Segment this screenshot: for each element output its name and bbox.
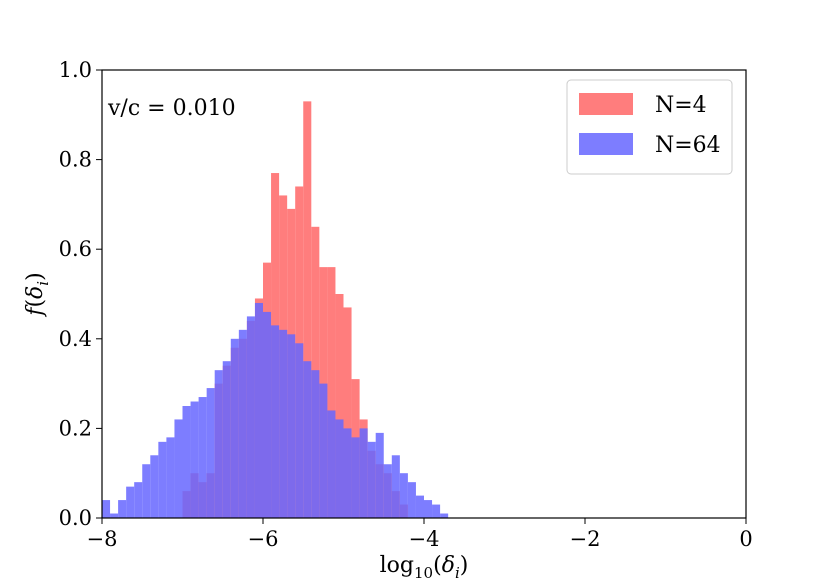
legend-label: N=4	[655, 93, 707, 118]
y-tick-label: 0.8	[59, 148, 92, 172]
histogram-bar	[432, 504, 441, 518]
histogram-bar	[424, 500, 433, 518]
histogram-bar	[254, 302, 263, 518]
histogram-bar	[110, 513, 119, 518]
histogram-bar	[303, 101, 312, 519]
x-tick-label: −6	[248, 527, 279, 551]
x-tick-label: 0	[739, 527, 752, 551]
histogram-bar	[295, 343, 304, 518]
histogram-bar	[246, 316, 255, 518]
x-tick-label: −8	[87, 527, 118, 551]
histogram-bar	[343, 307, 352, 518]
histogram-bar	[118, 500, 127, 518]
histogram-bar	[311, 370, 320, 518]
legend-swatch	[579, 93, 633, 115]
legend-swatch	[579, 133, 633, 155]
y-tick-label: 1.0	[59, 58, 92, 82]
x-tick-label: −4	[409, 527, 440, 551]
histogram-bar	[158, 441, 167, 518]
velocity-annotation: v/c = 0.010	[107, 96, 236, 121]
histogram-bar	[399, 473, 408, 518]
histogram-bar	[198, 397, 207, 518]
y-tick-label: 0.0	[59, 506, 92, 530]
histogram-bar	[166, 437, 175, 518]
histogram-bar	[182, 406, 191, 518]
histogram-bar	[238, 329, 247, 518]
histogram-bar	[383, 464, 392, 518]
y-tick-label: 0.2	[59, 416, 92, 440]
histogram-bar	[327, 410, 336, 518]
x-tick-label: −2	[570, 527, 601, 551]
histogram-bar	[174, 419, 183, 518]
histogram-bar	[206, 388, 215, 518]
histogram-bar	[415, 495, 424, 518]
legend: N=4 N=64	[566, 79, 733, 175]
histogram-bar	[440, 513, 449, 518]
histogram-bar	[287, 334, 296, 518]
histogram-bar	[134, 482, 143, 518]
histogram-bar	[230, 338, 239, 518]
histogram-bar	[391, 455, 400, 518]
histogram-bar	[303, 361, 312, 518]
histogram-bar	[142, 464, 151, 518]
series-1-bars	[102, 302, 449, 518]
histogram-bar	[214, 370, 223, 518]
histogram-bar	[102, 500, 111, 518]
histogram-bar	[327, 267, 336, 518]
histogram-bar	[335, 294, 344, 518]
histogram-bar	[150, 455, 159, 518]
histogram-bar	[367, 441, 376, 518]
histogram-bar	[279, 329, 288, 518]
histogram-bar	[407, 482, 416, 518]
y-axis-label: f(δi)	[23, 272, 52, 317]
histogram-bar	[375, 432, 384, 518]
plot-area	[102, 101, 449, 519]
histogram-bar	[359, 428, 368, 518]
histogram-bar	[351, 437, 360, 518]
histogram-bar	[222, 361, 231, 518]
histogram-bar	[190, 401, 199, 518]
histogram-bar	[335, 419, 344, 518]
histogram-bar	[263, 311, 272, 518]
histogram-bar	[126, 486, 135, 518]
histogram-bar	[319, 383, 328, 518]
y-tick-label: 0.6	[59, 237, 92, 261]
histogram-bar	[271, 325, 280, 518]
legend-label: N=64	[655, 133, 721, 158]
x-axis-label: log10(δi)	[380, 553, 469, 581]
axes: −8 −6 −4 −2 0 0.0 0.2 0.4 0.6 0.8 1.0 log10(δi) f(δi…	[23, 58, 753, 581]
y-tick-label: 0.4	[59, 327, 92, 351]
histogram-bar	[343, 428, 352, 518]
